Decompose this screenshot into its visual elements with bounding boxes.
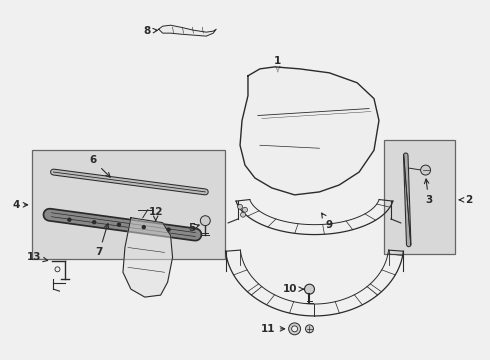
Circle shape (68, 218, 71, 221)
Polygon shape (123, 218, 172, 297)
Circle shape (142, 226, 145, 229)
Circle shape (238, 204, 243, 209)
Text: 13: 13 (26, 252, 48, 262)
Text: 7: 7 (96, 224, 109, 257)
Text: 5: 5 (188, 222, 199, 233)
Circle shape (93, 221, 96, 224)
Text: 10: 10 (282, 284, 303, 294)
Polygon shape (159, 25, 216, 36)
Text: 9: 9 (321, 213, 333, 230)
Circle shape (241, 212, 245, 217)
Text: 11: 11 (261, 324, 285, 334)
Text: 3: 3 (424, 179, 432, 205)
Circle shape (118, 223, 121, 226)
Circle shape (167, 228, 170, 231)
Text: 6: 6 (90, 155, 110, 177)
Bar (32, 150, 225, 260)
Circle shape (306, 325, 314, 333)
Text: 2: 2 (465, 195, 472, 205)
Text: 12: 12 (148, 207, 163, 220)
Text: 1: 1 (274, 56, 281, 72)
Text: 8: 8 (143, 26, 157, 36)
Circle shape (420, 165, 431, 175)
Circle shape (55, 267, 60, 272)
Circle shape (200, 216, 210, 226)
Circle shape (243, 207, 247, 212)
Circle shape (292, 326, 297, 332)
Circle shape (305, 284, 315, 294)
Bar (384, 140, 455, 255)
Polygon shape (240, 67, 379, 195)
Circle shape (289, 323, 300, 335)
Text: 4: 4 (12, 200, 20, 210)
